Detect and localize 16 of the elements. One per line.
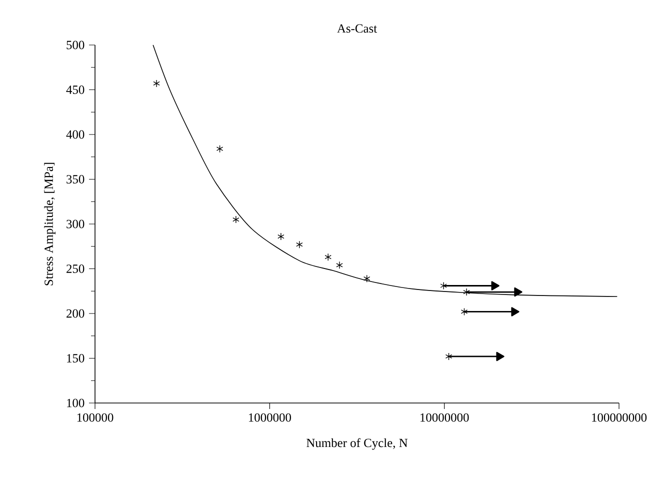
y-tick-label: 450 [66, 86, 84, 94]
x-tick-label: 10000000 [420, 413, 469, 422]
x-tick-label: 100000 [77, 413, 114, 422]
x-tick-label: 1000000 [248, 413, 291, 422]
chart-title: As-Cast [337, 24, 378, 33]
y-axis-title: Stress Amplitude, [MPa] [44, 162, 56, 286]
y-tick-label: 350 [66, 175, 84, 184]
y-tick-label: 300 [66, 220, 84, 228]
y-tick-label: 250 [66, 264, 84, 273]
y-tick-label: 400 [66, 130, 84, 139]
y-tick-label: 100 [67, 398, 84, 408]
y-tick-label: 500 [66, 40, 84, 50]
x-tick-label: 100000000 [592, 413, 647, 422]
y-tick-label: 150 [67, 354, 84, 362]
x-axis-title: Number of Cycle, N [306, 438, 408, 450]
y-tick-label: 200 [66, 309, 84, 318]
